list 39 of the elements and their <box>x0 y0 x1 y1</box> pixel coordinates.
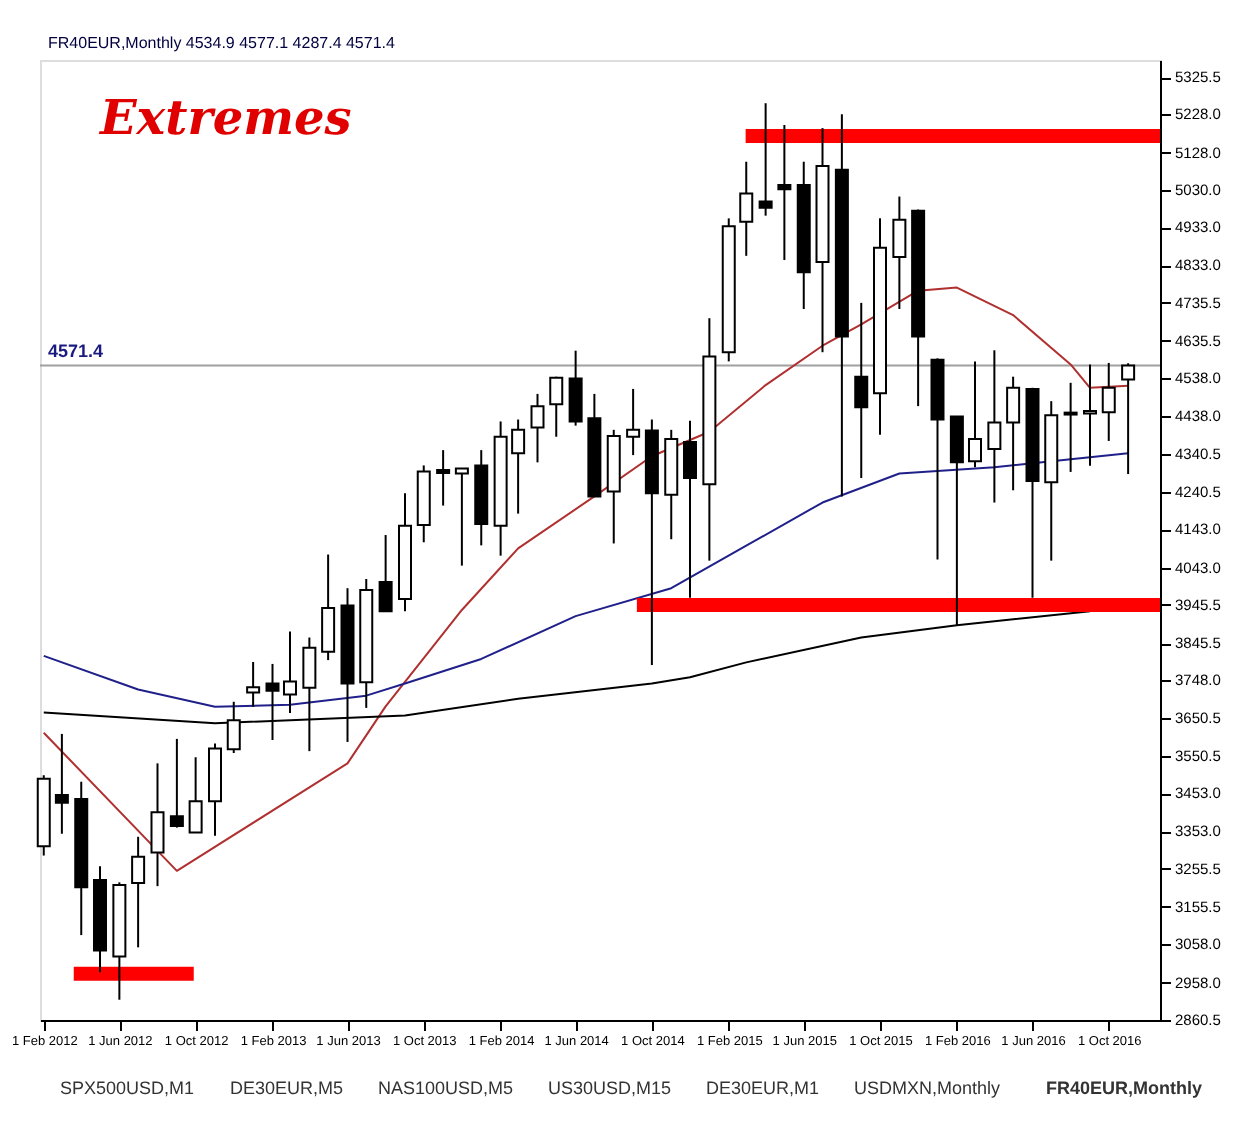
candlestick <box>549 375 564 438</box>
candlestick <box>683 419 697 599</box>
text: FR40EUR,Monthly 4534.9 4577.1 4287.4 4571.4 <box>48 34 397 52</box>
candlestick <box>150 762 165 888</box>
candlestick <box>1101 361 1116 442</box>
line-series <box>42 286 1130 872</box>
candlestick <box>1063 381 1078 473</box>
candlestick <box>188 756 203 834</box>
candlestick <box>131 835 146 949</box>
candlestick <box>854 301 869 480</box>
text: FR40EUR,Monthly <box>1046 1078 1203 1098</box>
candlestick <box>321 553 336 662</box>
text: NAS100USD,M5 <box>378 1078 514 1098</box>
candlestick <box>758 102 773 217</box>
text: USDMXN,Monthly <box>854 1078 1002 1098</box>
text: SPX500USD,M1 <box>60 1078 195 1098</box>
candlestick <box>169 737 184 829</box>
candlestick <box>246 661 261 708</box>
candlestick <box>568 349 583 427</box>
candlestick <box>54 732 69 835</box>
candlestick <box>739 160 754 257</box>
text: DE30EUR,M1 <box>706 1078 820 1098</box>
candlestick <box>1083 363 1097 467</box>
candlestick <box>378 534 393 613</box>
candlestick <box>530 392 545 464</box>
candlestick <box>1121 362 1136 476</box>
candlestick <box>987 349 1002 504</box>
candlestick <box>436 449 451 507</box>
candlestick <box>454 467 469 567</box>
text: Extremes <box>98 88 353 146</box>
candlestick <box>968 360 982 469</box>
ref-line-label: 4571.4 <box>48 341 104 362</box>
candlestick <box>777 124 792 262</box>
candlestick <box>1006 375 1021 492</box>
line-series <box>42 452 1130 708</box>
candlestick <box>892 195 907 310</box>
candlestick <box>626 387 641 457</box>
text: DE30EUR,M5 <box>230 1078 344 1098</box>
text: US30USD,M15 <box>548 1078 672 1098</box>
